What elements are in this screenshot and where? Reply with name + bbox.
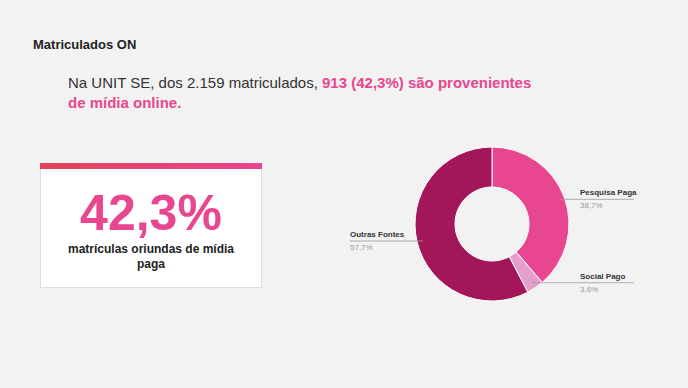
svg-text:57,7%: 57,7% [350, 243, 373, 252]
svg-text:Social Pago: Social Pago [580, 272, 625, 281]
html-text:Matriculados ON: Matriculados ON [33, 37, 137, 52]
html-text:Na UNIT SE, dos 2.159 matricul: Na UNIT SE, dos 2.159 matriculados, 913 … [68, 74, 532, 111]
svg-text:Pesquisa Paga: Pesquisa Paga [580, 188, 637, 197]
html-text:matrículas oriundas de mídia p: matrículas oriundas de mídia paga [68, 242, 234, 271]
html-text:42,3%: 42,3% [80, 185, 222, 241]
svg-text:Outras Fontes: Outras Fontes [350, 230, 405, 239]
svg-text:38,7%: 38,7% [580, 201, 603, 210]
svg-text:3,6%: 3,6% [580, 285, 598, 294]
